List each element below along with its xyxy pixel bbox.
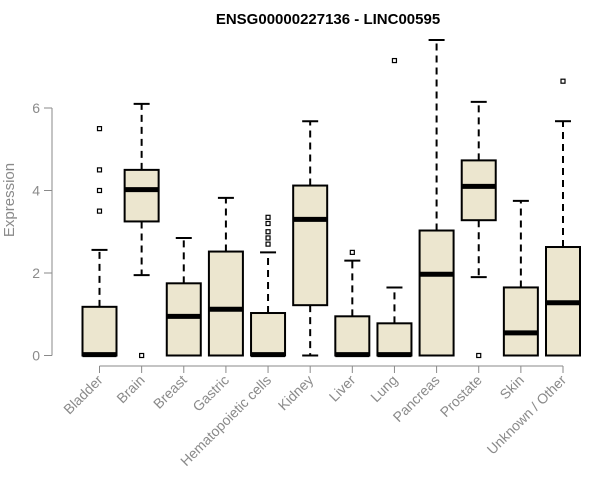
x-tick-label: Unknown / Other [484,372,570,458]
box-skin [502,199,539,357]
x-tick-label: Kidney [275,372,317,414]
box-lung [376,57,413,358]
box-breast [165,236,202,357]
x-tick-label: Breast [150,372,190,412]
box-liver [334,249,371,358]
x-tick-label: Liver [326,372,359,405]
outlier-point [96,126,103,132]
x-tick-label: Pancreas [390,372,443,425]
box-iqr [123,168,160,223]
outlier-point [476,352,482,359]
box-iqr [165,282,202,357]
y-tick-label: 2 [32,265,40,281]
box-unknown-other [545,78,581,357]
box-iqr [376,322,413,357]
outlier-point [560,78,566,84]
box-iqr [207,250,244,357]
box-iqr [334,315,371,357]
y-axis: 0 2 4 6 [32,100,53,364]
box-iqr [502,286,539,357]
box-iqr [81,305,118,357]
y-tick-label: 4 [32,183,40,199]
outlier-point [96,208,103,214]
y-tick-label: 0 [32,348,40,364]
outlier-point [139,352,145,359]
x-tick-label: Lung [367,372,400,405]
box-iqr [418,229,455,357]
outlier-point [265,220,271,227]
box-iqr [460,159,497,222]
y-axis-label: Expression [1,163,18,237]
box-iqr [292,184,329,307]
outlier-point [96,187,103,194]
box-brain [123,102,160,359]
outlier-point [265,235,271,241]
x-tick-label: Skin [496,372,527,403]
box-iqr [250,312,287,357]
outlier-point [349,249,355,255]
outlier-point [96,167,103,173]
box-gastric [207,196,244,357]
x-tick-label: Brain [113,372,147,406]
box-group [81,38,581,359]
x-tick-label: Bladder [60,372,106,418]
chart-title: ENSG00000227136 - LINC00595 [216,11,440,28]
outlier-point [265,241,271,247]
outlier-point [265,229,271,235]
y-tick-label: 6 [32,100,40,116]
box-kidney [292,120,329,357]
x-tick-label: Prostate [437,372,485,420]
outlier-point [265,214,271,220]
box-pancreas [418,38,455,357]
box-hematopoietic-cells [250,214,287,358]
outlier-point [391,57,398,64]
box-bladder [81,126,118,358]
box-prostate [460,100,497,359]
